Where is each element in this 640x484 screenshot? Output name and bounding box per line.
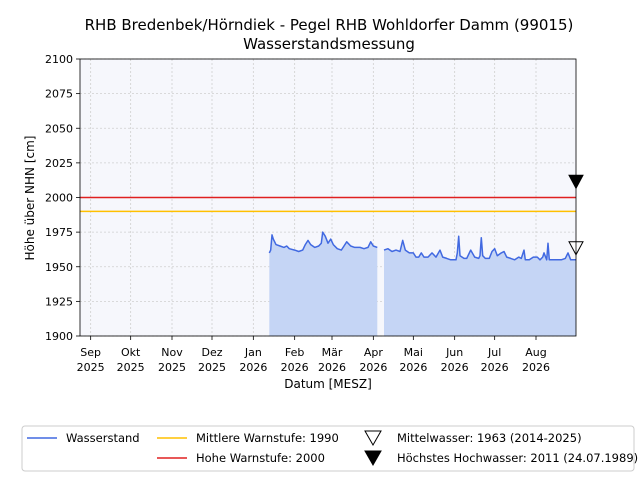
x-tick-month: Jan: [244, 346, 262, 359]
legend-symbol-hoechstes-hochwasser: [364, 450, 382, 467]
reference-lines: [80, 196, 576, 213]
y-tick-label: 2025: [45, 157, 73, 170]
y-tick-label: 1900: [45, 330, 73, 343]
x-tick-month: Feb: [285, 346, 304, 359]
x-tick-month: Okt: [121, 346, 141, 359]
x-tick-month: Mär: [322, 346, 343, 359]
x-tick-year: 2026: [239, 361, 267, 374]
area-fills: [269, 232, 576, 336]
y-tick-label: 2100: [45, 53, 73, 66]
x-axis-label: Datum [MESZ]: [284, 377, 372, 391]
y-tick-label: 2000: [45, 192, 73, 205]
legend-label-hoechstes-hochwasser: Höchstes Hochwasser: 2011 (24.07.1989): [397, 451, 638, 465]
y-axis-label: Höhe über NHN [cm]: [23, 136, 37, 261]
legend-label-mittelwasser: Mittelwasser: 1963 (2014-2025): [397, 431, 582, 445]
chart-title: RHB Bredenbek/Hörndiek - Pegel RHB Wohld…: [85, 16, 574, 34]
series-lines: [268, 231, 576, 261]
x-tick-year: 2026: [399, 361, 427, 374]
chart-subtitle: Wasserstandsmessung: [243, 35, 415, 53]
y-tick-label: 2050: [45, 122, 73, 135]
y-axis-ticks: 1900 1925 1950 1975 2000 2025 2050 2075 2100: [45, 53, 80, 343]
x-tick-year: 2025: [117, 361, 145, 374]
y-tick-label: 1925: [45, 295, 73, 308]
x-tick-month: Jun: [445, 346, 463, 359]
x-tick-year: 2026: [318, 361, 346, 374]
series-line-wasserstand: [383, 235, 576, 261]
series-area-wasserstand: [269, 232, 378, 336]
y-tick-label: 1950: [45, 261, 73, 274]
x-tick-year: 2026: [522, 361, 550, 374]
legend: Wasserstand Mittlere Warnstufe: 1990 Hoh…: [21, 425, 638, 472]
legend-label-hohe-warnstufe: Hohe Warnstufe: 2000: [196, 451, 325, 465]
x-tick-month: Dez: [201, 346, 222, 359]
x-tick-year: 2026: [281, 361, 309, 374]
series-area-wasserstand: [384, 236, 576, 336]
x-tick-month: Apr: [364, 346, 384, 359]
series-line-wasserstand: [268, 231, 378, 254]
x-tick-year: 2026: [359, 361, 387, 374]
x-tick-month: Nov: [161, 346, 183, 359]
x-axis-ticks: Sep 2025 Okt 2025 Nov 2025 Dez 2025 Jan 2026 Feb 20…: [77, 336, 550, 374]
legend-symbol-mittelwasser: [364, 430, 382, 447]
legend-label-mittlere-warnstufe: Mittlere Warnstufe: 1990: [196, 431, 339, 445]
x-tick-month: Mai: [404, 346, 423, 359]
y-tick-label: 2075: [45, 88, 73, 101]
y-tick-label: 1975: [45, 226, 73, 239]
legend-label-wasserstand: Wasserstand: [66, 431, 140, 445]
x-tick-month: Jul: [487, 346, 501, 359]
x-tick-month: Sep: [80, 346, 101, 359]
x-tick-year: 2025: [77, 361, 105, 374]
x-tick-year: 2026: [441, 361, 469, 374]
x-tick-year: 2025: [158, 361, 186, 374]
x-tick-year: 2026: [481, 361, 509, 374]
x-tick-month: Aug: [525, 346, 546, 359]
x-tick-year: 2025: [198, 361, 226, 374]
